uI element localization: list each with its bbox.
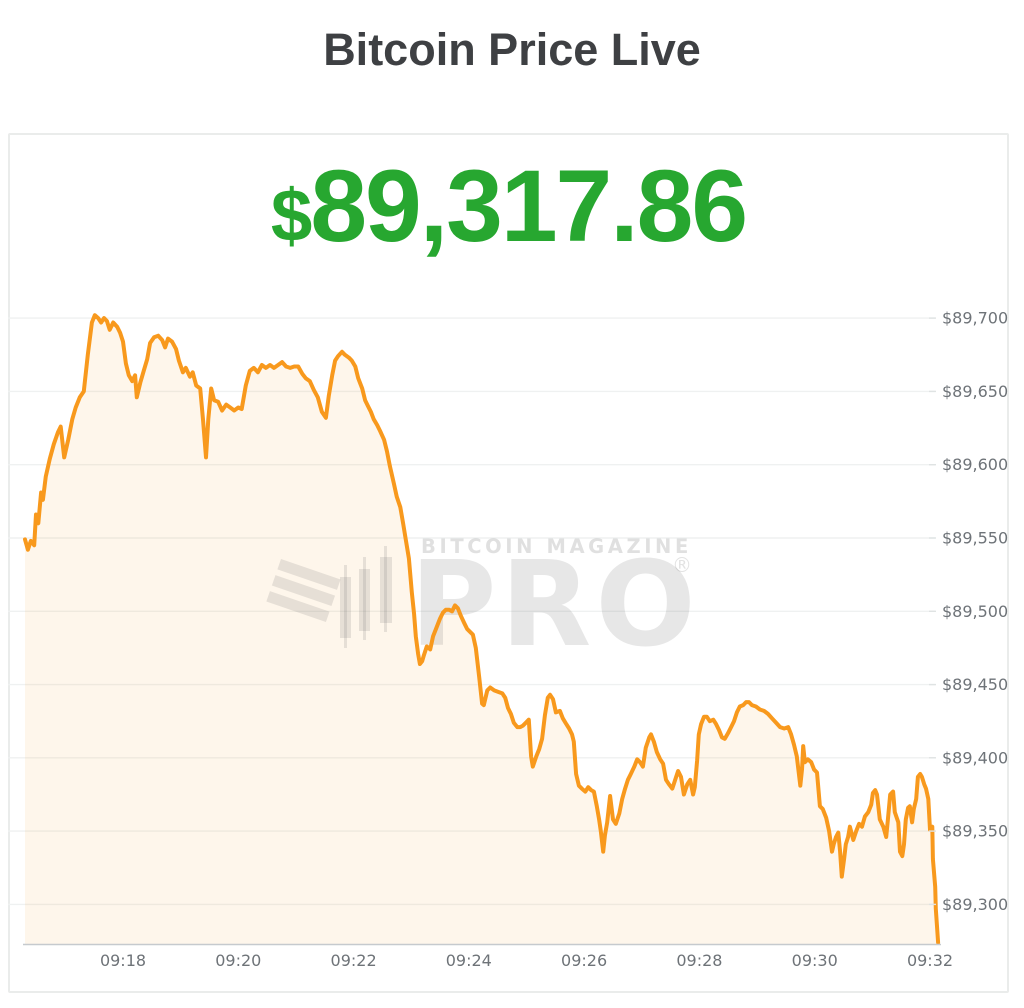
- page-title: Bitcoin Price Live: [323, 24, 701, 75]
- chart-card: $89,317.86: [8, 133, 1009, 993]
- price-value: 89,317.86: [310, 149, 748, 263]
- live-price: $89,317.86: [10, 155, 1007, 257]
- currency-symbol: $: [270, 174, 312, 257]
